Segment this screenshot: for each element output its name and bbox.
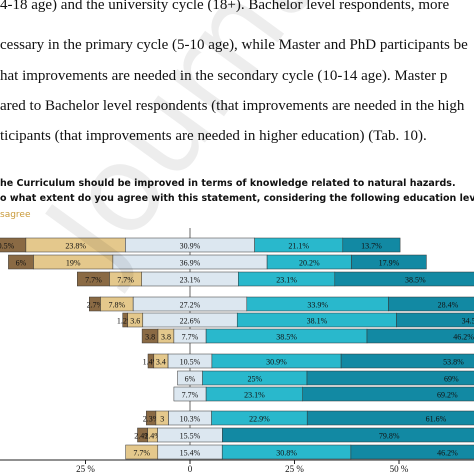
data-label: 15.4%: [180, 449, 201, 458]
data-label: 69%: [444, 375, 459, 384]
data-label: 46.2%: [437, 449, 458, 458]
data-label: 36.9%: [180, 259, 201, 268]
figure-title-line-1: he Curriculum should be improved in term…: [0, 178, 456, 189]
bar-segment-strongly-agree: [222, 427, 474, 443]
bar-segment-strongly-agree: [366, 328, 474, 344]
data-label: 53.8%: [443, 358, 464, 367]
bar-segment-strongly-agree: [396, 312, 474, 328]
data-label: 79.8%: [379, 432, 400, 441]
paper-paragraph: 4-18 age) and the university cycle (18+)…: [0, 0, 474, 150]
legend-fragment: sagree: [0, 210, 31, 220]
data-label: 30.9%: [180, 242, 201, 251]
data-label: 2.3%: [143, 415, 160, 424]
bar-segment-strongly-agree: [340, 353, 474, 369]
paragraph-line: cessary in the primary cycle (5-10 age),…: [0, 37, 468, 53]
data-label: 23.1%: [180, 276, 201, 285]
data-label: 33.9%: [307, 301, 328, 310]
data-label: 15.5%: [180, 432, 201, 441]
data-label: 6%: [185, 375, 196, 384]
bar-segment-strongly-agree: [334, 271, 474, 287]
data-label: 69.2%: [437, 391, 458, 400]
paragraph-line: ticipants (that improvements are needed …: [0, 128, 427, 144]
data-label: 38.1%: [307, 317, 328, 326]
x-tick-label: 50 %: [390, 464, 409, 474]
data-label: 27.2%: [180, 301, 201, 310]
data-label: 7.7%: [133, 449, 150, 458]
x-tick-label: 25 %: [285, 464, 304, 474]
x-tick-label: 25 %: [76, 464, 95, 474]
figure-title-line-2: o what extent do you agree with this sta…: [0, 193, 474, 204]
data-label: 25%: [247, 375, 262, 384]
data-label: 7.7%: [182, 333, 199, 342]
bar-segment-strongly-agree: [302, 386, 474, 402]
bar-segment-strongly-agree: [350, 444, 474, 460]
data-label: 7.8%: [108, 301, 125, 310]
paragraph-line: 4-18 age) and the university cycle (18+)…: [0, 0, 450, 13]
data-label: 10.3%: [180, 415, 201, 424]
data-label: 2.4%: [144, 432, 161, 441]
data-label: 3: [160, 415, 164, 424]
data-label: 7.7%: [182, 391, 199, 400]
data-label: 61.6%: [426, 415, 447, 424]
data-label: 34.5: [462, 317, 474, 326]
bar-segment-strongly-agree: [306, 370, 474, 386]
x-tick-label: 0: [188, 464, 193, 474]
data-label: 20.2%: [299, 259, 320, 268]
data-label: 7.7%: [85, 276, 102, 285]
data-label: 19%: [66, 259, 81, 268]
data-label: 22.9%: [249, 415, 270, 424]
data-label: 23.1%: [244, 391, 265, 400]
data-label: 1.2%: [117, 317, 134, 326]
data-label: 30.9%: [266, 358, 287, 367]
data-label: 3.8: [145, 333, 155, 342]
data-label: 2.4%: [134, 432, 151, 441]
data-label: 46.2%: [453, 333, 474, 342]
data-label: 3.4: [156, 358, 166, 367]
data-label: 38.5%: [405, 276, 426, 285]
data-label: 10.5%: [0, 242, 15, 251]
data-label: 3.8: [161, 333, 171, 342]
data-label: 3.6: [130, 317, 140, 326]
data-label: 10.5%: [180, 358, 201, 367]
bar-segment-strongly-agree: [306, 410, 474, 426]
data-label: 23.1%: [276, 276, 297, 285]
data-label: 17.9%: [379, 259, 400, 268]
data-label: 2.7%: [87, 301, 104, 310]
data-label: 6%: [16, 259, 27, 268]
data-label: 21.1%: [288, 242, 309, 251]
data-label: 28.4%: [438, 301, 459, 310]
paragraph-line: ared to Bachelor level respondents (that…: [0, 98, 465, 114]
bar-segment-strongly-agree: [342, 237, 401, 253]
data-label: 1.4%: [143, 358, 160, 367]
data-label: 7.7%: [117, 276, 134, 285]
paragraph-line: hat improvements are needed in the secon…: [0, 68, 448, 84]
data-label: 13.7%: [361, 242, 382, 251]
data-label: 38.5%: [276, 333, 297, 342]
bar-segment-strongly-agree: [388, 296, 474, 312]
bar-segment-strongly-agree: [351, 254, 427, 270]
data-label: 30.8%: [276, 449, 297, 458]
data-label: 22.6%: [180, 317, 201, 326]
data-label: 23.8%: [65, 242, 86, 251]
